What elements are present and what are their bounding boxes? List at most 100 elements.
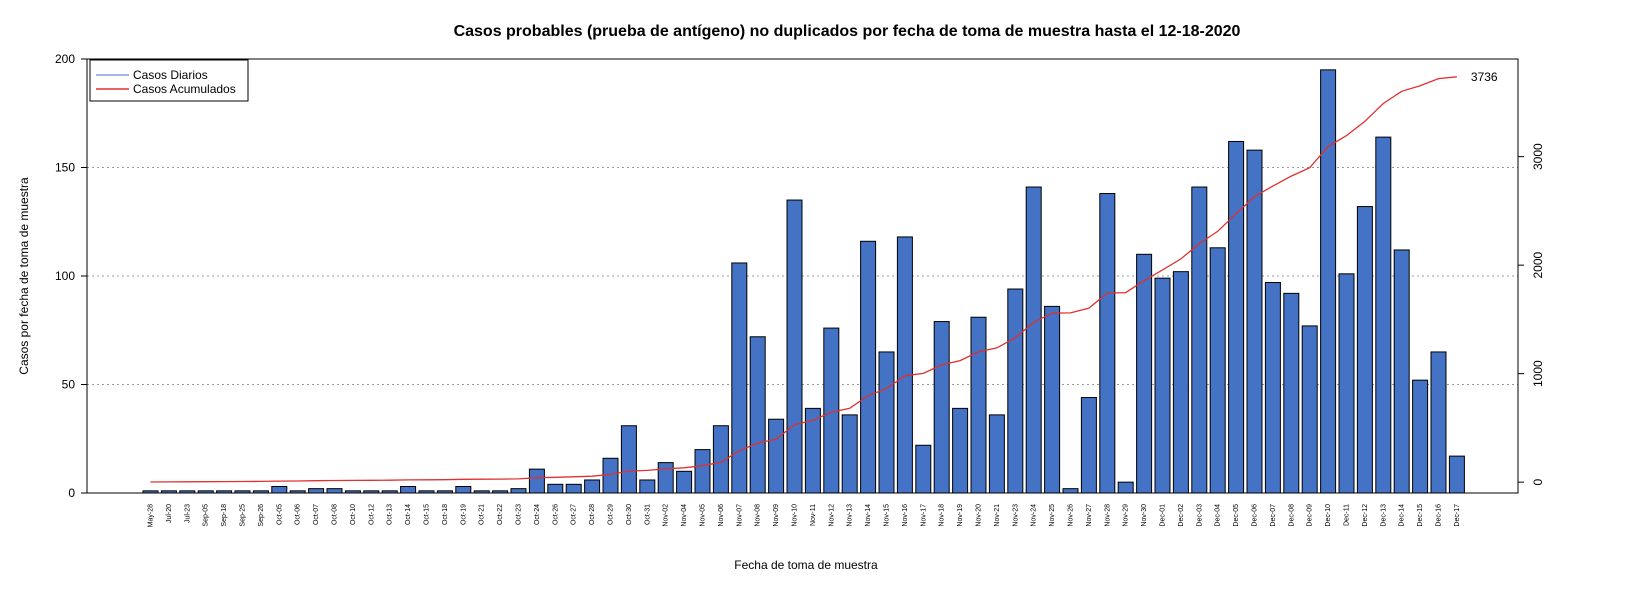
x-axis: May-28 Jul-20 Jul-23 Sep-05 Sep-18 Sep-25 Sep-… (148, 504, 1461, 527)
bar-Oct-14 (400, 485, 417, 494)
bar-Dec-08 (1283, 292, 1300, 494)
bar-Oct-31 (639, 479, 656, 494)
bar-Dec-02 (1172, 271, 1189, 494)
x-tick-label: Oct-07 (313, 504, 320, 525)
x-tick-label: Dec-16 (1436, 504, 1443, 527)
bar-Nov-09 (768, 418, 785, 494)
bar-Dec-15 (1412, 379, 1429, 494)
x-tick-label: Sep-05 (203, 504, 210, 527)
x-tick-label: Dec-14 (1399, 504, 1406, 527)
bar-Oct-29 (602, 457, 619, 494)
x-tick-label: Nov-17 (920, 504, 927, 527)
x-tick-label: Dec-02 (1178, 504, 1185, 527)
bar-Dec-13 (1375, 136, 1392, 494)
x-tick-label: Dec-09 (1307, 504, 1314, 527)
cumulative-line-layer (150, 76, 1457, 483)
x-tick-label: Oct-06 (295, 504, 302, 525)
x-tick-label: Dec-08 (1288, 504, 1295, 527)
x-tick-label: Nov-14 (865, 504, 872, 527)
bar-Dec-12 (1356, 206, 1373, 494)
bar-Oct-27 (565, 483, 582, 494)
bar-Nov-23 (1007, 288, 1024, 494)
bar-Oct-07 (308, 488, 325, 494)
bar-Nov-13 (841, 414, 858, 494)
x-tick-label: Oct-24 (534, 504, 541, 525)
y-axis-title: Casos por fecha de toma de muestra (17, 177, 31, 375)
bar-Nov-29 (1117, 481, 1134, 494)
x-tick-label: Oct-31 (644, 504, 651, 525)
x-tick-label: Sep-25 (240, 504, 247, 527)
bar-Nov-04 (676, 470, 693, 494)
x-tick-label: Nov-24 (1031, 504, 1038, 527)
x-tick-label: Dec-01 (1160, 504, 1167, 527)
y-tick-label: 100 (55, 269, 75, 283)
x-tick-label: Nov-26 (1068, 504, 1075, 527)
bar-Dec-03 (1191, 186, 1208, 494)
x-tick-label: Oct-28 (589, 504, 596, 525)
bar-Dec-04 (1209, 247, 1226, 494)
bar-Oct-23 (510, 488, 527, 494)
bar-Dec-10 (1320, 69, 1337, 494)
bar-Nov-25 (1044, 305, 1061, 494)
x-tick-label: Nov-02 (663, 504, 670, 527)
x-tick-label: Dec-13 (1380, 504, 1387, 527)
x-tick-label: Oct-08 (332, 504, 339, 525)
bar-Oct-08 (326, 488, 343, 494)
bar-Nov-02 (657, 462, 674, 494)
bar-Nov-19 (952, 407, 969, 494)
x-tick-label: Nov-07 (736, 504, 743, 527)
x-tick-label: Nov-25 (1049, 504, 1056, 527)
bar-Nov-17 (915, 444, 932, 494)
bar-Dec-11 (1338, 273, 1355, 494)
bar-Dec-05 (1228, 140, 1245, 494)
x-tick-label: Nov-19 (957, 504, 964, 527)
x-tick-label: Nov-18 (939, 504, 946, 527)
bar-Nov-07 (731, 262, 748, 494)
x-tick-label: Dec-10 (1325, 504, 1332, 527)
x-tick-label: Oct-10 (350, 504, 357, 525)
x-tick-label: Jul-20 (166, 504, 173, 523)
y-axis-left: 0 50 100 150 200 (55, 52, 87, 500)
bar-Nov-16 (896, 236, 913, 494)
bar-Nov-30 (1136, 253, 1153, 494)
x-tick-label: Jul-23 (184, 504, 191, 523)
x-tick-label: Dec-17 (1454, 504, 1461, 527)
bar-Dec-01 (1154, 277, 1171, 494)
x-tick-label: Nov-11 (810, 504, 817, 526)
x-tick-label: Dec-04 (1215, 504, 1222, 527)
chart-title: Casos probables (prueba de antígeno) no … (454, 23, 1241, 40)
y2-tick-label: 3000 (1531, 143, 1545, 170)
y2-tick-label: 0 (1531, 478, 1545, 485)
x-tick-label: Oct-30 (626, 504, 633, 525)
bar-Nov-10 (786, 199, 803, 494)
x-tick-label: Nov-15 (884, 504, 891, 527)
x-tick-label: Nov-28 (1104, 504, 1111, 527)
x-tick-label: Oct-29 (608, 504, 615, 525)
x-tick-label: Dec-12 (1362, 504, 1369, 527)
cumulative-line (150, 76, 1457, 483)
bar-Nov-08 (749, 336, 766, 494)
x-tick-label: Nov-30 (1141, 504, 1148, 527)
y-tick-label: 50 (62, 378, 76, 392)
bar-Dec-09 (1301, 325, 1318, 494)
x-tick-label: Nov-08 (755, 504, 762, 527)
bar-Oct-05 (271, 485, 288, 494)
y-tick-label: 0 (68, 486, 75, 500)
bar-Nov-15 (878, 351, 895, 494)
x-tick-label: Sep-18 (221, 504, 228, 527)
x-tick-label: Nov-29 (1123, 504, 1130, 527)
bar-Nov-28 (1099, 193, 1116, 494)
x-tick-label: Nov-10 (792, 504, 799, 527)
x-tick-label: Nov-23 (1012, 504, 1019, 527)
bar-Oct-24 (528, 468, 545, 494)
x-tick-label: Oct-27 (571, 504, 578, 525)
bar-Nov-20 (970, 316, 987, 494)
y2-tick-label: 1000 (1531, 360, 1545, 387)
legend-label-daily: Casos Diarios (133, 68, 208, 82)
legend-box (89, 59, 249, 102)
bar-Oct-30 (620, 425, 637, 494)
x-tick-label: Nov-16 (902, 504, 909, 527)
x-tick-label: Sep-26 (258, 504, 265, 527)
x-tick-label: Oct-21 (479, 504, 486, 525)
